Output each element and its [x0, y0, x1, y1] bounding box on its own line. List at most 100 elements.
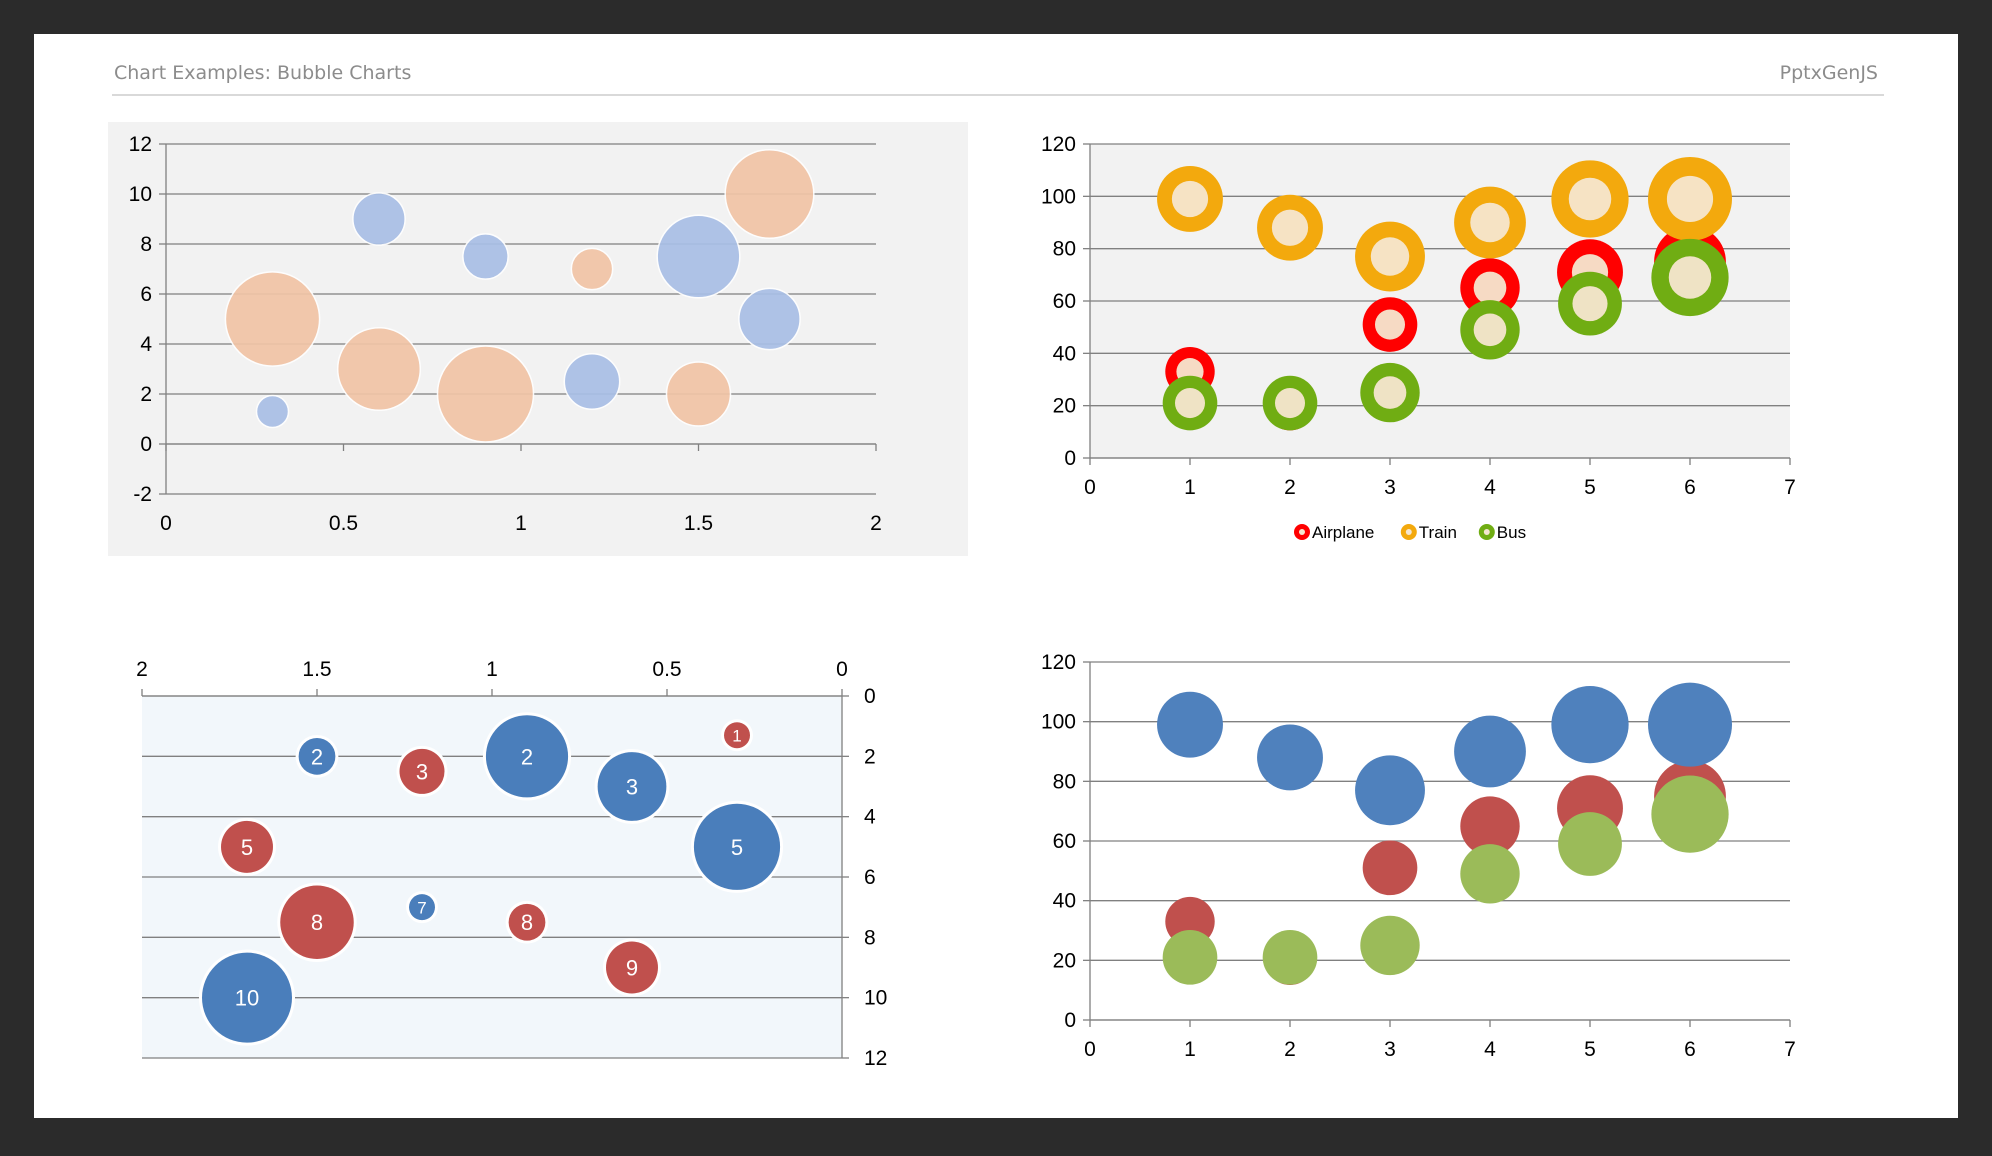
bubble-center	[1174, 388, 1206, 419]
bubble-data-label: 8	[521, 910, 533, 935]
bubble-center	[1374, 309, 1406, 340]
bubble-data-label: 5	[731, 835, 743, 860]
bubble-data-label: 1	[732, 726, 741, 745]
bubble-center	[1274, 388, 1306, 419]
x-tick-label: 1	[515, 512, 527, 535]
bubble	[1460, 796, 1520, 856]
x-tick-label: 6	[1684, 1038, 1696, 1061]
x-tick-label: 6	[1684, 476, 1696, 499]
bubble	[1355, 755, 1425, 826]
bubble	[1648, 682, 1732, 767]
y-tick-label: 80	[1053, 238, 1076, 261]
y-tick-label: 2	[864, 745, 876, 768]
bubble	[1454, 715, 1526, 788]
bubble	[1551, 686, 1629, 764]
bubble	[202, 952, 292, 1043]
bubble-data-label: 7	[417, 898, 426, 917]
legend-label: Bus	[1497, 523, 1526, 542]
bubble	[280, 885, 354, 959]
bubble	[224, 271, 321, 367]
bubble	[508, 903, 546, 941]
bubble	[221, 820, 273, 873]
bubble-data-label: 2	[311, 744, 323, 769]
y-tick-label: 0	[140, 433, 152, 456]
x-tick-label: 0.5	[329, 512, 358, 535]
bubble	[1162, 930, 1218, 985]
legend-marker-center	[1483, 529, 1490, 535]
legend-label: Train	[1419, 523, 1457, 542]
bubble-center	[1568, 177, 1612, 221]
x-tick-label: 1.5	[684, 512, 713, 535]
x-tick-label: 7	[1784, 1038, 1796, 1061]
bubble	[570, 247, 614, 291]
bubble-data-label: 2	[521, 744, 533, 769]
x-tick-label: 1	[486, 658, 498, 681]
x-tick-label: 0	[1084, 476, 1096, 499]
bubble	[1157, 691, 1223, 758]
x-tick-label: 5	[1584, 1038, 1596, 1061]
bubble	[1257, 724, 1323, 791]
bubble	[656, 214, 741, 299]
bubble-data-label: 9	[626, 955, 638, 980]
bubble-chart-4: 0 1 2 3 4 5 6 7 0 20 40 60 80 100 120	[1041, 651, 1796, 1061]
y-tick-label: 120	[1041, 133, 1076, 156]
bubble	[665, 361, 732, 427]
bubble	[336, 326, 422, 412]
x-tick-label: 1	[1184, 476, 1196, 499]
bubble-center	[1473, 313, 1507, 347]
bubble	[1460, 844, 1520, 904]
x-tick-label: 2	[1284, 476, 1296, 499]
x-tick-label: 7	[1784, 476, 1796, 499]
bubble-chart-1: 0 0.5 1 1.5 2 -2 0 2 4 6 8 10 12	[108, 122, 968, 556]
bubble-chart-2: 0 1 2 3 4 5 6 7 0 20 40 60 80 100 120 Airplane Train Bus	[1041, 133, 1796, 542]
slide: Chart Examples: Bubble Charts PptxGenJS …	[34, 34, 1958, 1118]
bubble-center	[1271, 209, 1309, 246]
y-tick-label: 100	[1041, 185, 1076, 208]
legend-marker-center	[1299, 529, 1305, 535]
bubble	[1262, 930, 1318, 985]
y-tick-label: 12	[864, 1047, 887, 1070]
bubble	[409, 894, 435, 921]
y-tick-label: 8	[864, 926, 876, 949]
bubble-data-label: 5	[241, 835, 253, 860]
bubble-center	[1470, 202, 1510, 243]
bubble	[724, 148, 815, 240]
x-tick-label: 0	[160, 512, 172, 535]
x-tick-label: 1	[1184, 1038, 1196, 1061]
bubble-center	[1666, 175, 1714, 223]
bubble-data-label: 3	[416, 759, 428, 784]
bubble	[563, 353, 621, 410]
header-divider	[112, 94, 1884, 96]
bubble-center	[1668, 256, 1712, 299]
y-tick-label: 10	[864, 987, 887, 1010]
bubble	[1362, 840, 1418, 896]
y-tick-label: 12	[129, 133, 152, 156]
brand-label: PptxGenJS	[1779, 62, 1878, 84]
bubble	[1558, 812, 1622, 876]
x-tick-label: 3	[1384, 1038, 1396, 1061]
x-tick-label: 0	[1084, 1038, 1096, 1061]
bubble	[1360, 915, 1420, 976]
bubble-center	[1171, 180, 1209, 218]
x-tick-label: 1.5	[302, 658, 331, 681]
bubble	[462, 233, 509, 280]
y-tick-label: 2	[140, 383, 152, 406]
bubble	[693, 803, 781, 890]
bubble	[485, 715, 569, 798]
y-tick-label: 6	[864, 866, 876, 889]
y-tick-label: 10	[129, 183, 152, 206]
bubble-center	[1373, 376, 1407, 409]
y-tick-label: 100	[1041, 711, 1076, 734]
y-tick-label: 40	[1053, 342, 1076, 365]
bubble-data-label: 3	[626, 774, 638, 799]
y-tick-label: 4	[864, 806, 876, 829]
bubble-center	[1473, 271, 1507, 305]
bubble-center	[1572, 286, 1608, 322]
x-tick-label: 2	[1284, 1038, 1296, 1061]
x-tick-label: 2	[136, 658, 148, 681]
x-tick-label: 0	[836, 658, 848, 681]
y-tick-label: 120	[1041, 651, 1076, 674]
y-tick-label: 4	[140, 333, 152, 356]
bubble-center	[1370, 237, 1410, 276]
